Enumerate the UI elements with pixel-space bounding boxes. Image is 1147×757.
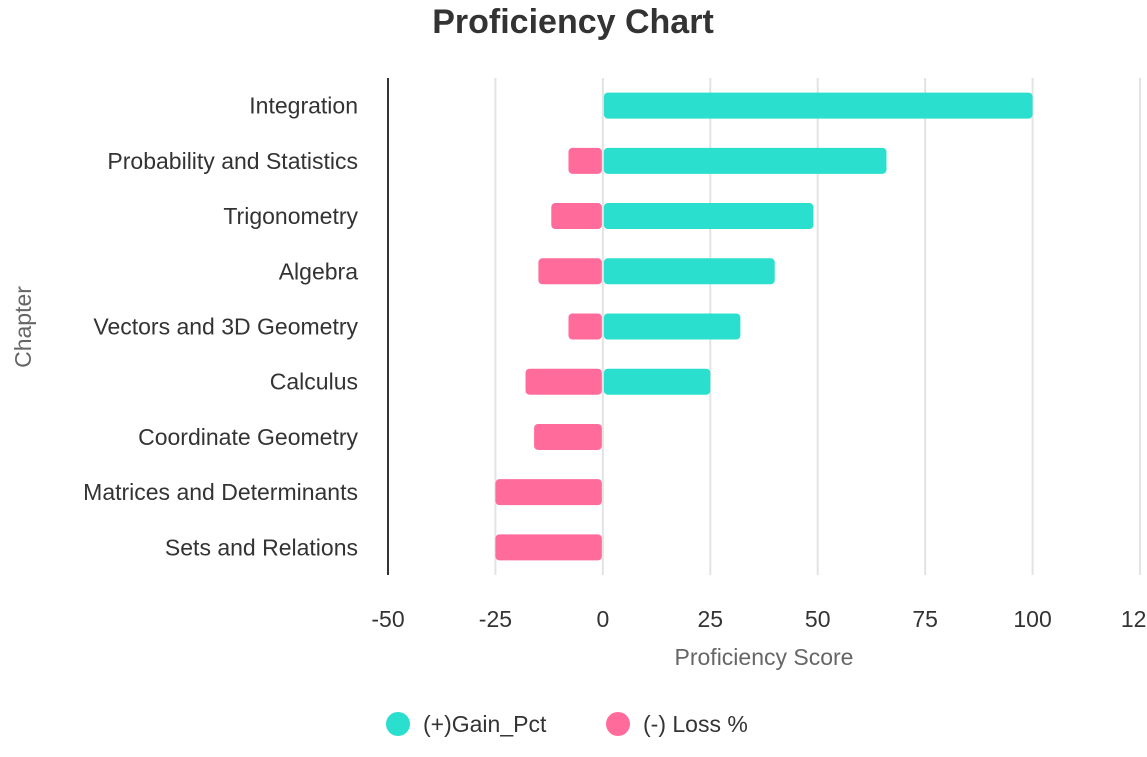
y-tick-label: Trigonometry (223, 203, 358, 229)
bar (603, 203, 814, 230)
x-tick-label: -25 (479, 606, 512, 632)
legend-label: (+)Gain_Pct (423, 711, 547, 737)
bar (495, 534, 602, 561)
y-tick-labels: Integration Probability and Statistics Tri… (83, 93, 358, 561)
x-tick-labels: -50 -25 0 25 50 75 100 125 (371, 606, 1147, 632)
legend-marker (386, 712, 410, 736)
x-tick-label: 100 (1013, 606, 1051, 632)
y-tick-label: Coordinate Geometry (138, 424, 358, 450)
x-tick-label: 75 (912, 606, 938, 632)
y-axis-label: Chapter (10, 286, 36, 368)
x-tick-label: 25 (697, 606, 723, 632)
x-tick-label: 50 (805, 606, 831, 632)
bar (603, 368, 711, 395)
bar (603, 313, 741, 340)
bar (568, 147, 602, 174)
chart-title: Proficiency Chart (432, 3, 714, 41)
x-tick-label: -50 (371, 606, 404, 632)
bar (534, 423, 602, 450)
x-axis-label: Proficiency Score (675, 644, 854, 670)
y-tick-label: Matrices and Determinants (83, 479, 358, 505)
y-tick-label: Calculus (270, 369, 358, 395)
y-tick-label: Vectors and 3D Geometry (93, 314, 358, 340)
bar (495, 479, 602, 506)
y-tick-label: Algebra (279, 258, 358, 284)
y-tick-label: Integration (249, 93, 358, 119)
bar (538, 258, 602, 285)
y-tick-label: Sets and Relations (165, 534, 358, 560)
bars (495, 92, 1033, 561)
bar (603, 92, 1033, 119)
legend-marker (606, 712, 630, 736)
bar (568, 313, 602, 340)
bar (603, 258, 775, 285)
x-tick-label: 0 (596, 606, 609, 632)
bar (525, 368, 602, 395)
legend-label: (-) Loss % (643, 711, 748, 737)
legend: (+)Gain_Pct (-) Loss % (386, 711, 748, 737)
bar (603, 147, 887, 174)
bar (551, 203, 602, 230)
y-tick-label: Probability and Statistics (107, 148, 358, 174)
x-tick-label: 125 (1121, 606, 1147, 632)
